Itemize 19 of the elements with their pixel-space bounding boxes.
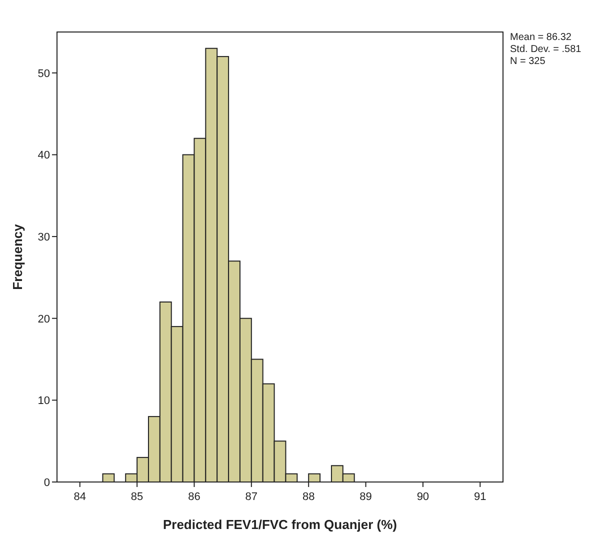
y-tick-label: 20 xyxy=(38,313,50,326)
text: Mean = 86.32 xyxy=(510,32,572,43)
text: Std. Dev. = .581 xyxy=(510,44,582,55)
x-tick-label: 87 xyxy=(245,491,258,503)
x-tick-label: 91 xyxy=(474,491,486,503)
x-tick-label: 85 xyxy=(130,491,144,503)
y-tick-label: 40 xyxy=(38,150,50,162)
x-tick-label: 88 xyxy=(302,491,315,503)
y-tick-label: 0 xyxy=(44,477,50,489)
x-tick-label: 89 xyxy=(360,491,372,503)
x-tick-label: 90 xyxy=(416,491,430,503)
y-tick-label: 30 xyxy=(38,232,50,244)
x-tick-label: 86 xyxy=(188,491,200,503)
x-tick-label: 84 xyxy=(74,491,86,503)
x-axis-title: Predicted FEV1/FVC from Quanjer (%) xyxy=(162,517,398,532)
text: N = 325 xyxy=(510,56,546,67)
y-tick-label: 50 xyxy=(38,68,50,80)
y-tick-label: 10 xyxy=(38,395,50,408)
y-axis-title: Frequency xyxy=(10,223,25,290)
